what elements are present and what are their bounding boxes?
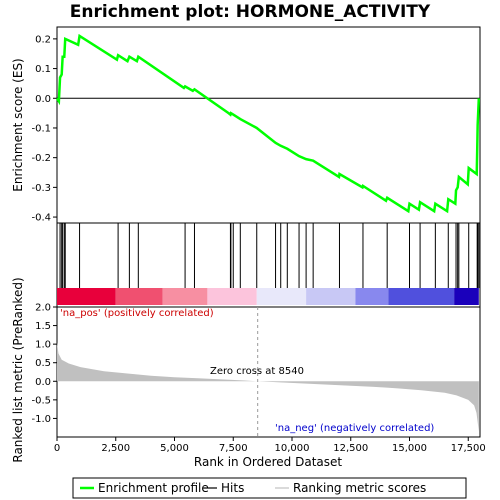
color-bar-segment [256,288,307,305]
rank-y-tick-label: 2.0 [35,303,51,314]
color-bar-segment [355,288,389,305]
rank-panel-frame [56,306,481,438]
es-y-tick-label: 0.0 [35,94,51,105]
es-y-tick-label: -0.4 [31,213,51,224]
rank-color-bar [57,288,479,305]
enrichment-profile-line [55,33,481,214]
x-tick-label: 7,500 [219,443,248,454]
color-bar-segment [57,288,116,305]
x-tick-label: 17,500 [451,443,486,454]
positive-correlation-label: 'na_pos' (positively correlated) [60,308,214,319]
es-y-axis-label: Enrichment score (ES) [11,58,25,191]
x-tick-label: 2,500 [101,443,130,454]
ranking-metric-area [57,342,479,432]
x-tick-label: 0 [54,443,60,454]
legend: Enrichment profile Hits Ranking metric sco… [80,481,426,495]
rank-y-tick-label: 1.0 [35,340,51,351]
color-bar-segment [162,288,208,305]
color-bar-segment [115,288,163,305]
es-y-tick-label: -0.3 [31,183,51,194]
x-tick-label: 15,000 [392,443,427,454]
x-tick-label: 10,000 [275,443,310,454]
legend-label: Enrichment profile [98,481,209,495]
rank-y-tick-label: -0.5 [31,395,51,406]
es-y-tick-label: -0.1 [31,123,51,134]
chart-title: Enrichment plot: HORMONE_ACTIVITY [70,2,431,22]
legend-label: Ranking metric scores [293,481,426,495]
x-tick-label: 5,000 [160,443,189,454]
rank-y-tick-label: 0.5 [35,358,51,369]
hit-markers [59,223,480,288]
rank-y-tick-label: 0.0 [35,377,51,388]
x-axis-label: Rank in Ordered Dataset [194,455,342,469]
rank-y-tick-label: 1.5 [35,321,51,332]
color-bar-segment [454,288,479,305]
color-bar-segment [207,288,257,305]
rank-y-tick-label: -1.0 [31,414,51,425]
es-y-tick-label: 0.2 [35,34,51,45]
x-axis-ticks: 0 2,500 5,000 7,500 10,000 12,500 15,000 17,500 [54,437,486,454]
x-tick-label: 12,500 [333,443,368,454]
es-y-tick-label: -0.2 [31,153,51,164]
rank-y-ticks: 2.0 1.5 1.0 0.5 0.0 -0.5 -1.0 [31,303,57,425]
color-bar-segment [306,288,356,305]
rank-y-axis-label: Ranked list metric (PreRanked) [11,277,25,462]
zero-cross-label: Zero cross at 8540 [210,366,304,377]
es-y-ticks: 0.2 0.1 0.0 -0.1 -0.2 -0.3 -0.4 [31,34,57,224]
legend-box [72,477,467,499]
legend-label: Hits [221,481,244,495]
color-bar-segment [388,288,455,305]
negative-correlation-label: 'na_neg' (negatively correlated) [275,423,434,434]
es-y-tick-label: 0.1 [35,64,51,75]
